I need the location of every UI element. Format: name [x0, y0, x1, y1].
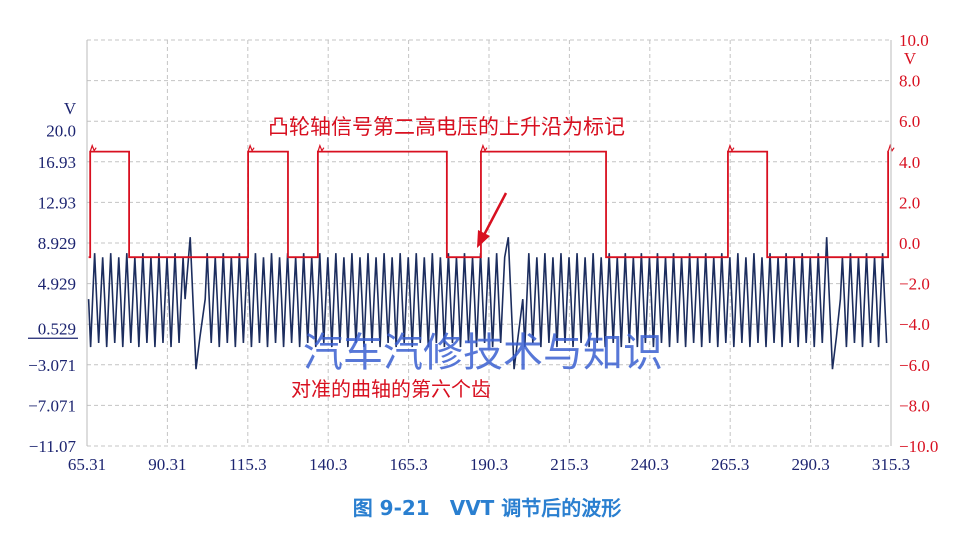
- annotation-crank-tooth: 对准的曲轴的第六个齿: [291, 377, 491, 401]
- x-tick-label: 215.3: [550, 455, 588, 474]
- right-tick-label: −2.0: [899, 275, 930, 294]
- x-tick-label: 240.3: [631, 455, 669, 474]
- left-tick-label: 4.929: [38, 275, 76, 294]
- x-tick-label: 315.3: [872, 455, 910, 474]
- figure-caption: 图 9-21 VVT 调节后的波形: [353, 496, 622, 520]
- arrow-head: [477, 230, 490, 248]
- right-tick-label: −6.0: [899, 356, 930, 375]
- annotation-camshaft: 凸轮轴信号第二高电压的上升沿为标记: [268, 115, 625, 139]
- series-layer: [87, 143, 895, 370]
- left-tick-label: 8.929: [38, 234, 76, 253]
- x-tick-label: 140.3: [309, 455, 347, 474]
- rising-edge-overshoot: [247, 143, 255, 152]
- left-tick-label: 0.529: [38, 319, 76, 338]
- rising-edge-overshoot: [317, 143, 325, 152]
- rising-edge-overshoot: [727, 143, 735, 152]
- right-tick-label: 4.0: [899, 153, 920, 172]
- left-axis-unit: V: [64, 99, 77, 118]
- x-tick-label: 65.31: [68, 455, 106, 474]
- right-tick-label: −10.0: [899, 437, 938, 456]
- left-tick-label: 12.93: [38, 193, 76, 212]
- crankshaft-signal-line: [87, 237, 888, 370]
- camshaft-signal-line: [88, 150, 890, 259]
- right-tick-label: −8.0: [899, 396, 930, 415]
- x-tick-label: 290.3: [791, 455, 829, 474]
- left-tick-label: −3.071: [28, 356, 76, 375]
- left-tick-label: −7.071: [28, 396, 76, 415]
- right-tick-label: 2.0: [899, 193, 920, 212]
- right-tick-label: 8.0: [899, 72, 920, 91]
- right-axis-unit: V: [904, 49, 917, 68]
- axes: 65.31 90.31 115.3 140.3 165.3 190.3 215.3 240.3…: [28, 31, 938, 474]
- left-tick-label: −11.07: [29, 437, 77, 456]
- arrow-annotation: [477, 192, 508, 248]
- x-tick-label: 115.3: [229, 455, 267, 474]
- arrow-line: [482, 192, 508, 236]
- right-tick-label: 0.0: [899, 234, 920, 253]
- right-tick-label: 10.0: [899, 31, 929, 50]
- left-tick-label: 20.0: [46, 122, 76, 141]
- right-tick-label: 6.0: [899, 112, 920, 131]
- watermark: 汽车汽修技术与知识: [303, 330, 663, 376]
- x-tick-label: 265.3: [711, 455, 749, 474]
- x-tick-label: 190.3: [470, 455, 508, 474]
- grid: [86, 39, 892, 447]
- rising-edge-overshoot: [89, 143, 97, 152]
- rising-edge-overshoot: [480, 143, 488, 152]
- right-tick-label: −4.0: [899, 315, 930, 334]
- x-tick-label: 165.3: [389, 455, 427, 474]
- x-tick-label: 90.31: [148, 455, 186, 474]
- left-tick-label: 16.93: [38, 153, 76, 172]
